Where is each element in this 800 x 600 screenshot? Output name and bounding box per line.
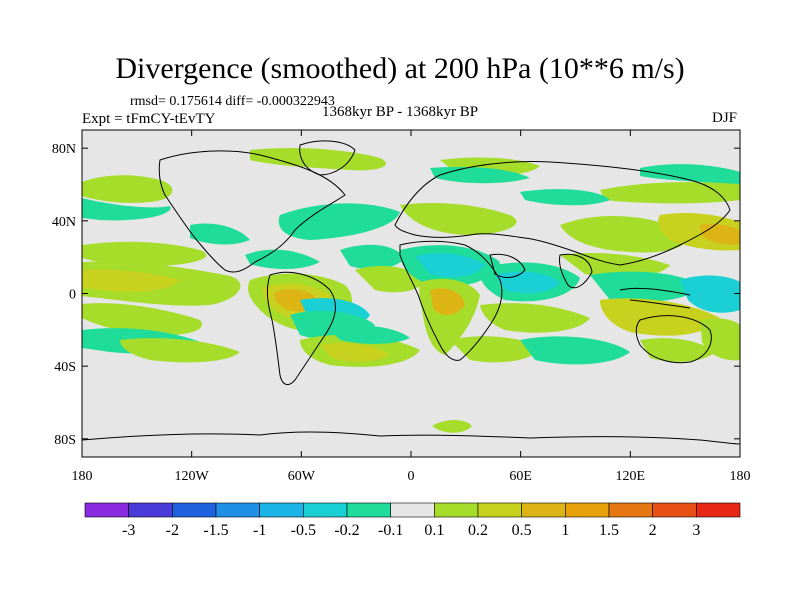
- coastline-eurasia: [394, 161, 731, 266]
- lon-label: 180: [72, 469, 93, 484]
- colorbar-swatch: [608, 502, 653, 518]
- plot-title: Divergence (smoothed) at 200 hPa (10**6 …: [115, 52, 685, 85]
- contour-negative: [415, 253, 485, 278]
- lon-labels: 180 120W 60W 0 60E 120E 180: [72, 469, 751, 484]
- contour-positive: [560, 253, 670, 278]
- contour-positive: [480, 303, 590, 333]
- colorbar-label: 0.5: [512, 522, 532, 539]
- contour-negative: [278, 203, 400, 240]
- colorbar-swatch: [346, 502, 391, 518]
- season-label: DJF: [712, 110, 738, 126]
- colorbar-swatch: [259, 502, 304, 518]
- contour-positive: [430, 288, 465, 316]
- contour-negative: [640, 164, 740, 184]
- lat-label: 80S: [54, 433, 76, 448]
- contour-negative: [245, 249, 320, 269]
- lat-label: 40N: [52, 215, 76, 230]
- rmsd-diff-stats: rmsd= 0.175614 diff= -0.000322943: [130, 94, 335, 109]
- contour-positive: [450, 336, 540, 363]
- contour-positive: [320, 342, 390, 362]
- colorbar-swatch: [434, 502, 479, 518]
- lat-labels: 80N 40N 0 40S 80S: [52, 142, 76, 448]
- contour-negative: [340, 244, 405, 270]
- lon-label: 120W: [175, 469, 210, 484]
- colorbar-label: -2: [166, 522, 179, 539]
- contour-negative: [520, 336, 630, 365]
- contour-negative: [190, 223, 250, 245]
- colorbar-label: 0.1: [424, 522, 444, 539]
- colorbar-label: -3: [122, 522, 135, 539]
- contour-negative: [680, 275, 740, 313]
- coastline-south-america: [266, 271, 336, 386]
- colorbar-swatch: [477, 502, 522, 518]
- lon-label: 60E: [509, 469, 532, 484]
- period-label: 1368kyr BP - 1368kyr BP: [322, 104, 479, 120]
- lon-label: 180: [730, 469, 751, 484]
- contour-positive: [82, 269, 180, 292]
- contour-negative: [520, 189, 610, 206]
- colorbar-label: 0.2: [468, 522, 488, 539]
- colorbar-label: 2: [649, 522, 657, 539]
- colorbar-swatch: [215, 502, 260, 518]
- experiment-label: Expt = tFmCY-tEvTY: [82, 111, 216, 127]
- coastline-australia: [635, 315, 712, 364]
- coastline-indonesia: [619, 287, 691, 309]
- colorbar-swatch: [390, 502, 435, 518]
- colorbar-swatch: [128, 502, 173, 518]
- contour-negative: [590, 271, 700, 302]
- axis-ticks: [81, 130, 741, 457]
- colorbar-swatch: [565, 502, 610, 518]
- colorbar-swatch: [84, 502, 129, 518]
- contour-positive: [250, 147, 386, 171]
- coastlines: [82, 140, 740, 445]
- lat-label: 80N: [52, 142, 76, 157]
- coastline-india: [559, 253, 593, 289]
- colorbar-label: -1: [253, 522, 266, 539]
- colorbar-labels: -3 -2 -1.5 -1 -0.5 -0.2 -0.1 0.1 0.2 0.5 1 1.5 2 3: [122, 522, 700, 539]
- lon-label: 60W: [288, 469, 316, 484]
- coastline-antarctica: [82, 431, 740, 445]
- lon-label: 120E: [616, 469, 646, 484]
- coastline-north-america: [158, 150, 346, 273]
- colorbar-swatch: [172, 502, 217, 518]
- colorbar-swatch: [696, 502, 741, 518]
- coastline-greenland: [299, 140, 356, 176]
- contour-negative: [330, 325, 410, 344]
- coastline-arabia: [489, 253, 526, 278]
- colorbar-label: -0.5: [291, 522, 316, 539]
- colorbar-label: 3: [692, 522, 700, 539]
- colorbar-swatch: [521, 502, 566, 518]
- colorbar-label: 1: [561, 522, 569, 539]
- coastline-africa: [399, 240, 503, 361]
- lat-label: 0: [69, 288, 76, 303]
- contour-positive: [82, 303, 202, 336]
- contour-positive: [600, 182, 740, 204]
- colorbar-label: -0.1: [378, 522, 403, 539]
- contour-positive: [560, 215, 687, 253]
- contour-positive: [120, 338, 240, 363]
- contour-positive: [400, 203, 517, 235]
- colorbar: [84, 502, 741, 518]
- contour-positive: [432, 420, 472, 433]
- contour-positive: [82, 241, 207, 266]
- colorbar-swatch: [303, 502, 348, 518]
- colorbar-label: 1.5: [599, 522, 619, 539]
- colorbar-label: -1.5: [203, 522, 228, 539]
- lat-label: 40S: [54, 360, 76, 375]
- contour-negative: [82, 198, 171, 221]
- lon-label: 0: [408, 469, 415, 484]
- contour-positive: [82, 175, 173, 203]
- contour-positive: [640, 338, 715, 362]
- colorbar-label: -0.2: [334, 522, 359, 539]
- colorbar-swatch: [652, 502, 697, 518]
